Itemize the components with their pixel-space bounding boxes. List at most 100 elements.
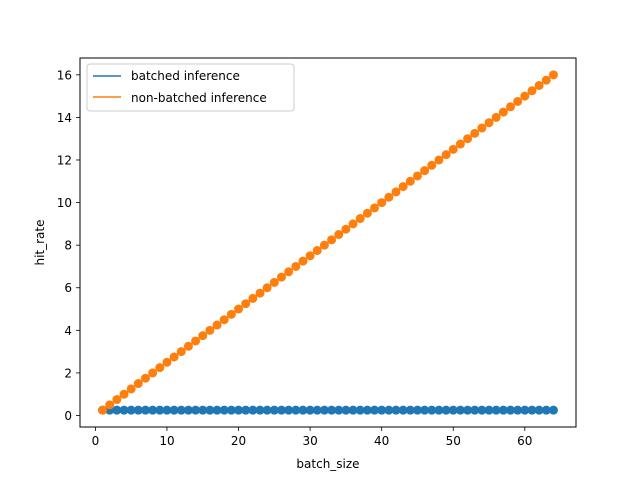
data-point [176, 347, 186, 357]
data-point [384, 192, 394, 202]
y-tick-label: 10 [57, 196, 72, 210]
data-point [148, 405, 158, 415]
data-point [269, 405, 279, 415]
data-point [126, 405, 136, 415]
data-point [298, 405, 308, 415]
x-tick-label: 0 [92, 434, 100, 448]
data-point [370, 203, 380, 213]
data-point [348, 219, 358, 229]
data-point [248, 405, 258, 415]
data-point [412, 405, 422, 415]
data-point [276, 272, 286, 282]
legend-label-batched: batched inference [131, 69, 240, 83]
data-point [491, 112, 501, 122]
data-point [455, 405, 465, 415]
y-axis-label: hit_rate [33, 219, 47, 265]
data-point [441, 150, 451, 160]
data-point [241, 405, 251, 415]
data-point [427, 405, 437, 415]
data-point [140, 373, 150, 383]
data-point [319, 405, 329, 415]
data-point [341, 224, 351, 234]
data-point [484, 118, 494, 128]
data-point [362, 208, 372, 218]
data-point [98, 405, 108, 415]
data-point [541, 405, 551, 415]
y-tick-label: 16 [57, 68, 72, 82]
data-point [513, 405, 523, 415]
y-tick-label: 14 [57, 111, 72, 125]
data-point [506, 102, 516, 112]
x-tick-label: 40 [374, 434, 389, 448]
y-tick-label: 0 [64, 409, 72, 423]
data-point [405, 176, 415, 186]
data-point [226, 405, 236, 415]
series-layer [98, 70, 558, 415]
data-point [391, 405, 401, 415]
data-point [355, 214, 365, 224]
data-point [463, 134, 473, 144]
data-point [183, 341, 193, 351]
data-point [284, 267, 294, 277]
data-point [391, 187, 401, 197]
data-point [355, 405, 365, 415]
data-point [105, 400, 115, 410]
data-point [169, 405, 179, 415]
data-point [205, 325, 215, 335]
data-point [498, 107, 508, 117]
data-point [291, 261, 301, 271]
data-point [119, 405, 129, 415]
data-point [241, 299, 251, 309]
data-point [434, 155, 444, 165]
data-point [434, 405, 444, 415]
legend-label-non-batched: non-batched inference [131, 91, 267, 105]
data-point [484, 405, 494, 415]
legend-box [86, 63, 295, 112]
data-point [534, 405, 544, 415]
data-point [219, 405, 229, 415]
data-point [513, 96, 523, 106]
data-point [133, 405, 143, 415]
data-point [455, 139, 465, 149]
data-point [176, 405, 186, 415]
data-point [541, 75, 551, 85]
data-point [527, 405, 537, 415]
data-point [112, 405, 122, 415]
data-point [262, 283, 272, 293]
data-point [255, 288, 265, 298]
data-point [198, 331, 208, 341]
y-tick-label: 6 [64, 281, 72, 295]
data-point [319, 240, 329, 250]
x-tick-label: 50 [446, 434, 461, 448]
data-point [327, 405, 337, 415]
legend: batched inference non-batched inference [86, 63, 295, 112]
x-axis-ticks: 0 10 20 30 40 50 60 [92, 427, 532, 448]
data-point [477, 123, 487, 133]
data-point [548, 405, 558, 415]
data-point [470, 128, 480, 138]
data-point [140, 405, 150, 415]
data-point [112, 395, 122, 405]
plot-frame [79, 57, 577, 428]
series-non-batched-inference [98, 70, 558, 415]
x-tick-label: 20 [231, 434, 246, 448]
data-point [498, 405, 508, 415]
data-point [248, 293, 258, 303]
data-point [155, 405, 165, 415]
data-point [420, 166, 430, 176]
x-tick-label: 10 [159, 434, 174, 448]
data-point [334, 405, 344, 415]
data-point [276, 405, 286, 415]
data-point [334, 230, 344, 240]
y-axis-ticks: 0 2 4 6 8 10 12 14 16 [57, 68, 80, 423]
x-axis-label: batch_size [296, 457, 359, 471]
data-point [506, 405, 516, 415]
data-point [527, 86, 537, 96]
data-point [470, 405, 480, 415]
data-point [191, 336, 201, 346]
data-point [262, 405, 272, 415]
data-point [169, 352, 179, 362]
data-point [133, 379, 143, 389]
data-point [162, 357, 172, 367]
